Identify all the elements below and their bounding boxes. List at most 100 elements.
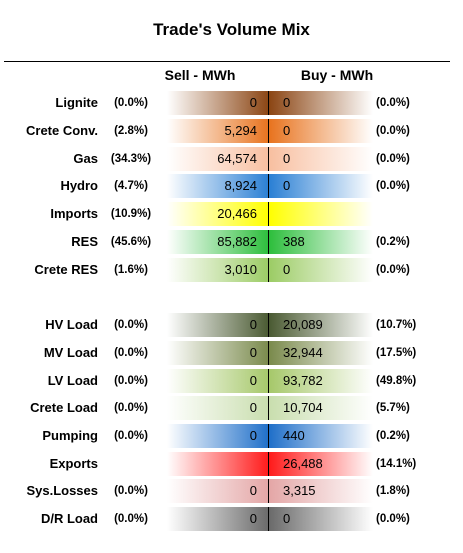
sell-value-cell: 8,924 bbox=[167, 174, 269, 198]
column-divider bbox=[268, 424, 269, 448]
row-label: RES bbox=[71, 234, 98, 249]
column-divider bbox=[268, 258, 269, 282]
sell-value-cell: 0 bbox=[167, 396, 269, 420]
table-row: D/R Load (0.0%) 0 0 (0.0%) bbox=[0, 507, 463, 531]
buy-value-cell: 0 bbox=[269, 174, 373, 198]
buy-percent: (49.8%) bbox=[376, 375, 417, 387]
title-divider bbox=[4, 61, 450, 62]
column-divider bbox=[268, 202, 269, 226]
table-row: Gas (34.3%) 64,574 0 (0.0%) bbox=[0, 147, 463, 171]
buy-percent: (0.0%) bbox=[376, 125, 410, 137]
sell-value-cell: 0 bbox=[167, 91, 269, 115]
buy-value-cell: 0 bbox=[269, 147, 373, 171]
table-row: MV Load (0.0%) 0 32,944 (17.5%) bbox=[0, 341, 463, 365]
buy-percent: (0.0%) bbox=[376, 264, 410, 276]
table-row: Exports 26,488 (14.1%) bbox=[0, 452, 463, 476]
sell-percent: (0.0%) bbox=[114, 430, 148, 442]
table-row: RES (45.6%) 85,882 388 (0.2%) bbox=[0, 230, 463, 254]
sell-value-cell: 0 bbox=[167, 507, 269, 531]
table-row: Crete Conv. (2.8%) 5,294 0 (0.0%) bbox=[0, 119, 463, 143]
sell-percent: (45.6%) bbox=[110, 236, 152, 248]
buy-percent: (10.7%) bbox=[376, 319, 417, 331]
sell-percent: (10.9%) bbox=[110, 208, 152, 220]
column-divider bbox=[268, 341, 269, 365]
sell-value-cell: 0 bbox=[167, 369, 269, 393]
buy-percent: (1.8%) bbox=[376, 485, 410, 497]
column-divider bbox=[268, 91, 269, 115]
buy-percent: (14.1%) bbox=[376, 458, 417, 470]
sell-value-cell: 3,010 bbox=[167, 258, 269, 282]
sell-percent: (0.0%) bbox=[114, 347, 148, 359]
buy-percent: (0.2%) bbox=[376, 430, 410, 442]
column-divider bbox=[268, 369, 269, 393]
buy-value-cell bbox=[269, 202, 373, 226]
buy-column-header: Buy - MWh bbox=[300, 67, 374, 83]
sell-value-cell: 0 bbox=[167, 313, 269, 337]
buy-percent: (0.0%) bbox=[376, 153, 410, 165]
row-label: Gas bbox=[73, 151, 98, 166]
sell-value-cell: 64,574 bbox=[167, 147, 269, 171]
table-row: Imports (10.9%) 20,466 bbox=[0, 202, 463, 226]
row-label: Hydro bbox=[60, 178, 98, 193]
buy-value-cell: 10,704 bbox=[269, 396, 373, 420]
column-divider bbox=[268, 147, 269, 171]
sell-percent: (34.3%) bbox=[110, 153, 152, 165]
row-label: Pumping bbox=[42, 428, 98, 443]
sell-percent bbox=[100, 452, 162, 476]
row-label: Crete Conv. bbox=[26, 123, 98, 138]
row-label: Imports bbox=[50, 206, 98, 221]
buy-percent: (0.0%) bbox=[376, 97, 410, 109]
sell-percent: (0.0%) bbox=[114, 97, 148, 109]
sell-percent: (0.0%) bbox=[114, 485, 148, 497]
buy-value-cell: 26,488 bbox=[269, 452, 373, 476]
row-label: MV Load bbox=[43, 345, 98, 360]
sell-value-cell: 0 bbox=[167, 341, 269, 365]
row-label: Sys.Losses bbox=[26, 483, 98, 498]
table-row: LV Load (0.0%) 0 93,782 (49.8%) bbox=[0, 369, 463, 393]
sell-value-cell: 0 bbox=[167, 479, 269, 503]
sell-percent: (0.0%) bbox=[114, 513, 148, 525]
column-divider bbox=[268, 119, 269, 143]
buy-value-cell: 3,315 bbox=[269, 479, 373, 503]
table-row: Crete Load (0.0%) 0 10,704 (5.7%) bbox=[0, 396, 463, 420]
row-label: HV Load bbox=[45, 317, 98, 332]
buy-percent: (17.5%) bbox=[376, 347, 417, 359]
row-label: D/R Load bbox=[40, 511, 98, 526]
sell-value-cell: 0 bbox=[167, 424, 269, 448]
sell-percent: (0.0%) bbox=[114, 402, 148, 414]
sell-value-cell: 5,294 bbox=[167, 119, 269, 143]
buy-value-cell: 0 bbox=[269, 91, 373, 115]
sell-column-header: Sell - MWh bbox=[164, 67, 236, 83]
row-label: Crete RES bbox=[34, 262, 98, 277]
sell-percent: (2.8%) bbox=[114, 125, 148, 137]
column-divider bbox=[268, 396, 269, 420]
buy-percent: (0.0%) bbox=[376, 513, 410, 525]
sell-value-cell: 20,466 bbox=[167, 202, 269, 226]
buy-percent bbox=[376, 202, 428, 226]
buy-value-cell: 20,089 bbox=[269, 313, 373, 337]
column-divider bbox=[268, 479, 269, 503]
buy-percent: (0.0%) bbox=[376, 180, 410, 192]
buy-value-cell: 0 bbox=[269, 119, 373, 143]
column-divider bbox=[268, 507, 269, 531]
column-divider bbox=[268, 313, 269, 337]
buy-percent: (5.7%) bbox=[376, 402, 410, 414]
table-row: Hydro (4.7%) 8,924 0 (0.0%) bbox=[0, 174, 463, 198]
sell-percent: (0.0%) bbox=[114, 319, 148, 331]
table-row: Crete RES (1.6%) 3,010 0 (0.0%) bbox=[0, 258, 463, 282]
column-divider bbox=[268, 452, 269, 476]
table-row: Lignite (0.0%) 0 0 (0.0%) bbox=[0, 91, 463, 115]
buy-percent: (0.2%) bbox=[376, 236, 410, 248]
buy-value-cell: 32,944 bbox=[269, 341, 373, 365]
table-row: HV Load (0.0%) 0 20,089 (10.7%) bbox=[0, 313, 463, 337]
chart-title: Trade's Volume Mix bbox=[153, 20, 310, 39]
column-divider bbox=[268, 230, 269, 254]
table-row: Sys.Losses (0.0%) 0 3,315 (1.8%) bbox=[0, 479, 463, 503]
sell-value-cell: 85,882 bbox=[167, 230, 269, 254]
column-divider bbox=[268, 174, 269, 198]
row-label: Lignite bbox=[55, 95, 98, 110]
table-row: Pumping (0.0%) 0 440 (0.2%) bbox=[0, 424, 463, 448]
row-label: Crete Load bbox=[30, 400, 98, 415]
buy-value-cell: 388 bbox=[269, 230, 373, 254]
sell-value-cell bbox=[167, 452, 269, 476]
